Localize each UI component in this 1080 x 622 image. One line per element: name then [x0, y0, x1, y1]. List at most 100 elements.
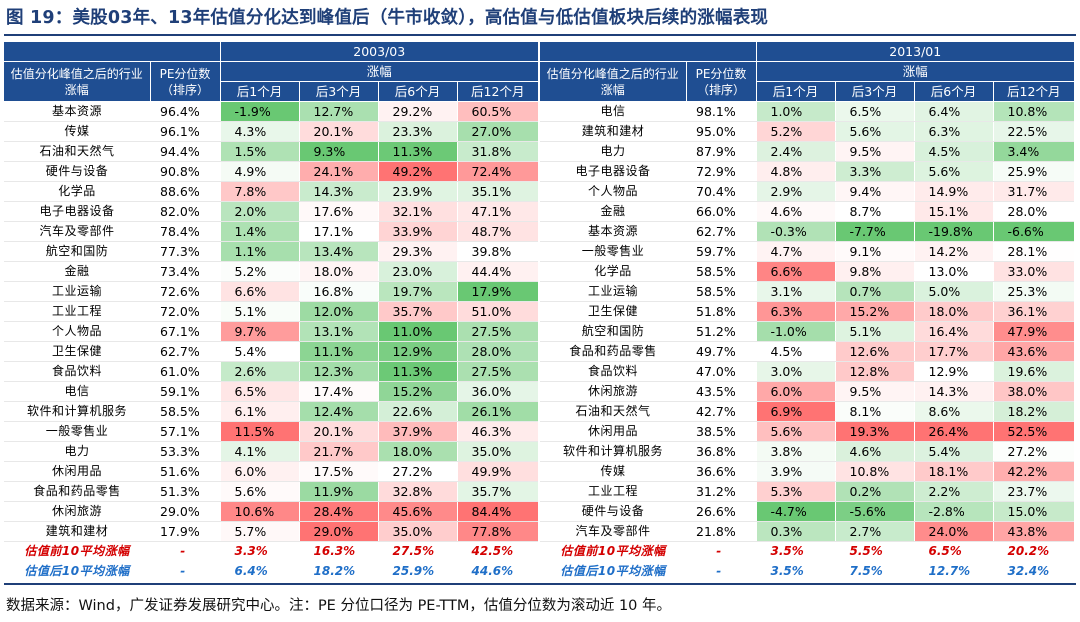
gain-m1-cell: 4.7% — [755, 241, 835, 263]
table-row: 个人物品 70.4% 2.9% 9.4% 14.9% 31.7% — [540, 181, 1074, 203]
gain-m6-cell: 15.2% — [377, 381, 457, 403]
pe-percentile-cell: 96.4% — [150, 101, 220, 123]
avg-pe-cell: - — [716, 563, 722, 578]
industry-cell: 休闲旅游 — [540, 381, 686, 403]
gain-m12-cell: 27.5% — [456, 361, 538, 383]
table-row: 电信 59.1% 6.5% 17.4% 15.2% 36.0% — [4, 381, 538, 403]
pe-percentile-cell: 66.0% — [686, 201, 756, 223]
gain-m12-cell: 38.0% — [992, 381, 1074, 403]
table-row: 软件和计算机服务 58.5% 6.1% 12.4% 22.6% 26.1% — [4, 401, 538, 423]
gain-m6-cell: -19.8% — [913, 221, 993, 243]
gain-m3-cell: 5.1% — [834, 321, 914, 343]
gain-m12-cell: 44.4% — [456, 261, 538, 283]
gain-m3-cell: -7.7% — [834, 221, 914, 243]
panel-2013: 2013/01 估值分化峰值之后的行业涨幅 PE分位数（排序） 涨幅 后1个月 … — [540, 42, 1074, 582]
table-row: 金融 73.4% 5.2% 18.0% 23.0% 44.4% — [4, 261, 538, 283]
gain-m1-cell: 3.9% — [755, 461, 835, 483]
industry-cell: 电子电器设备 — [4, 201, 150, 223]
panel-2003: 2003/03 估值分化峰值之后的行业涨幅 PE分位数（排序） 涨幅 后1个月 … — [4, 42, 538, 582]
gain-m6-cell: 37.9% — [377, 421, 457, 443]
pe-percentile-cell: 36.8% — [686, 441, 756, 463]
avg-m6-cell: 12.7% — [913, 561, 993, 582]
gain-m6-cell: 13.0% — [913, 261, 993, 283]
table-row: 个人物品 67.1% 9.7% 13.1% 11.0% 27.5% — [4, 321, 538, 343]
gain-m12-cell: 22.5% — [992, 121, 1074, 143]
industry-cell: 一般零售业 — [540, 241, 686, 263]
gain-m6-cell: 17.7% — [913, 341, 993, 363]
gain-m12-cell: 18.2% — [992, 401, 1074, 423]
pe-header: PE分位数（排序） — [685, 61, 756, 103]
avg-bottom10-row: 估值后10平均涨幅 - 3.5% 7.5% 12.7% 32.4% — [540, 561, 1074, 582]
gain-m6-cell: 33.9% — [377, 221, 457, 243]
gain-m3-cell: 21.7% — [298, 441, 378, 463]
industry-cell: 化学品 — [4, 181, 150, 203]
pe-percentile-cell: 51.3% — [150, 481, 220, 503]
gain-m6-cell: 23.9% — [377, 181, 457, 203]
gain-m1-cell: -1.0% — [755, 321, 835, 343]
col-3m-header: 后3个月 — [298, 81, 378, 103]
gain-m1-cell: 1.4% — [219, 221, 299, 243]
gain-m12-cell: 84.4% — [456, 501, 538, 523]
gain-m3-cell: 8.1% — [834, 401, 914, 423]
gain-m3-cell: 5.6% — [834, 121, 914, 143]
table-row: 硬件与设备 26.6% -4.7% -5.6% -2.8% 15.0% — [540, 501, 1074, 523]
gain-m3-cell: -5.6% — [834, 501, 914, 523]
table-row: 电力 87.9% 2.4% 9.5% 4.5% 3.4% — [540, 141, 1074, 163]
avg-top10-row: 估值前10平均涨幅 -3.5% 5.5% 6.5% 20.2% — [540, 541, 1074, 562]
industry-cell: 休闲用品 — [540, 421, 686, 443]
gain-m6-cell: 22.6% — [377, 401, 457, 423]
industry-cell: 建筑和建材 — [4, 521, 150, 543]
gain-m3-cell: 8.7% — [834, 201, 914, 223]
gain-m3-cell: 24.1% — [298, 161, 378, 183]
pe-percentile-cell: 38.5% — [686, 421, 756, 443]
gain-m6-cell: 18.1% — [913, 461, 993, 483]
gain-m3-cell: 16.8% — [298, 281, 378, 303]
avg-m3-cell: 16.3% — [298, 541, 378, 562]
table-row: 一般零售业 59.7% 4.7% 9.1% 14.2% 28.1% — [540, 241, 1074, 263]
pe-percentile-cell: 72.9% — [686, 161, 756, 183]
pe-percentile-cell: 72.0% — [150, 301, 220, 323]
gain-m3-cell: 9.3% — [298, 141, 378, 163]
industry-cell: 食品和药品零售 — [540, 341, 686, 363]
col-6m-header: 后6个月 — [913, 81, 993, 103]
gain-m1-cell: 1.1% — [219, 241, 299, 263]
gain-m12-cell: 43.8% — [992, 521, 1074, 543]
avg-label: 估值前10平均涨幅 — [4, 541, 150, 562]
rows-2003: 基本资源 96.4% -1.9% 12.7% 29.2% 60.5% 传媒 96.1% 4.3%… — [4, 101, 538, 582]
gain-m6-cell: 16.4% — [913, 321, 993, 343]
table-row: 休闲用品 38.5% 5.6% 19.3% 26.4% 52.5% — [540, 421, 1074, 443]
col-1m-header: 后1个月 — [755, 81, 835, 103]
gain-m6-cell: 4.5% — [913, 141, 993, 163]
gain-m1-cell: 6.6% — [219, 281, 299, 303]
gain-m3-cell: 29.0% — [298, 521, 378, 543]
gain-m12-cell: 48.7% — [456, 221, 538, 243]
table-row: 食品和药品零售 49.7% 4.5% 12.6% 17.7% 43.6% — [540, 341, 1074, 363]
gain-m1-cell: 2.0% — [219, 201, 299, 223]
gain-m1-cell: 10.6% — [219, 501, 299, 523]
table-row: 卫生保健 51.8% 6.3% 15.2% 18.0% 36.1% — [540, 301, 1074, 323]
gain-m3-cell: 17.6% — [298, 201, 378, 223]
industry-cell: 一般零售业 — [4, 421, 150, 443]
gain-m1-cell: 5.2% — [755, 121, 835, 143]
gain-m6-cell: 8.6% — [913, 401, 993, 423]
avg-m1-cell: 3.3% — [219, 541, 299, 562]
industry-cell: 休闲用品 — [4, 461, 150, 483]
table-row: 传媒 36.6% 3.9% 10.8% 18.1% 42.2% — [540, 461, 1074, 483]
period-header — [540, 42, 756, 63]
industry-header: 估值分化峰值之后的行业涨幅 — [4, 61, 150, 103]
pe-percentile-cell: 95.0% — [686, 121, 756, 143]
gain-m1-cell: 5.3% — [755, 481, 835, 503]
table-row: 电子电器设备 82.0% 2.0% 17.6% 32.1% 47.1% — [4, 201, 538, 223]
gain-m12-cell: 33.0% — [992, 261, 1074, 283]
gain-m3-cell: 6.5% — [834, 101, 914, 123]
gain-m12-cell: 35.0% — [456, 441, 538, 463]
gain-m1-cell: 5.7% — [219, 521, 299, 543]
industry-cell: 汽车及零部件 — [4, 221, 150, 243]
table-row: 休闲旅游 43.5% 6.0% 9.5% 14.3% 38.0% — [540, 381, 1074, 403]
rows-2013: 电信 98.1% 1.0% 6.5% 6.4% 10.8% 建筑和建材 95.0% 5.2% 5.… — [540, 101, 1074, 582]
gain-m12-cell: 17.9% — [456, 281, 538, 303]
table-row: 工业工程 31.2% 5.3% 0.2% 2.2% 23.7% — [540, 481, 1074, 503]
gain-m3-cell: 9.1% — [834, 241, 914, 263]
table-row: 工业运输 58.5% 3.1% 0.7% 5.0% 25.3% — [540, 281, 1074, 303]
gain-m6-cell: 14.2% — [913, 241, 993, 263]
